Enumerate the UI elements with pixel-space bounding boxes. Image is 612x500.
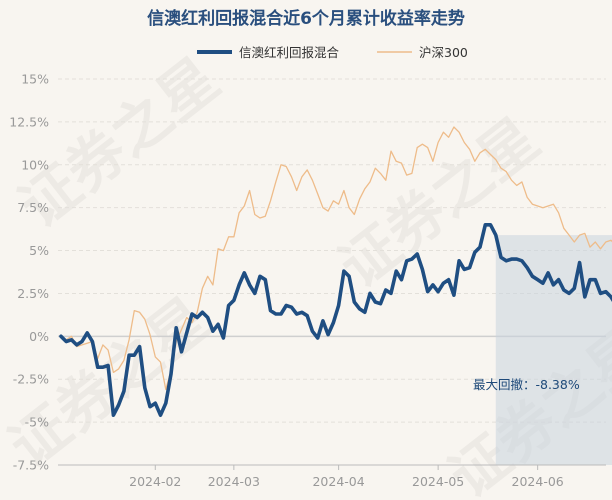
- y-tick-label: 0%: [29, 329, 49, 344]
- x-tick-label: 2024-04: [312, 474, 364, 489]
- y-tick-label: -7.5%: [13, 458, 49, 473]
- y-tick-label: 12.5%: [9, 114, 49, 129]
- x-axis: 2024-022024-032024-042024-052024-062024-…: [58, 464, 612, 489]
- drawdown-shade: [495, 235, 612, 465]
- y-tick-label: 5%: [29, 243, 49, 258]
- series-line-index: [60, 126, 612, 391]
- chart-title: 信澳红利回报混合近6个月累计收益率走势: [147, 8, 465, 29]
- series-line-fund: [59, 223, 612, 418]
- y-tick-label: 15%: [21, 72, 49, 87]
- y-tick-label: 10%: [21, 157, 49, 172]
- x-tick-label: 2024-03: [208, 474, 260, 489]
- legend: 信澳红利回报混合 沪深300: [197, 45, 468, 60]
- y-axis: -7.5% -5% -2.5% 0% 2.5% 5% 7.5% 10% 12.5% 15%: [9, 72, 49, 473]
- y-tick-label: -2.5%: [13, 372, 49, 387]
- legend-label-index: 沪深300: [419, 45, 468, 60]
- legend-label-fund: 信澳红利回报混合: [239, 45, 340, 60]
- series-lines: [59, 126, 612, 418]
- max-drawdown-label: 最大回撤：-8.38%: [473, 377, 580, 392]
- y-tick-label: 2.5%: [17, 286, 49, 301]
- y-tick-label: 7.5%: [17, 200, 49, 215]
- x-tick-label: 2024-02: [129, 474, 181, 489]
- x-tick-label: 2024-05: [412, 474, 464, 489]
- x-tick-label: 2024-06: [512, 474, 564, 489]
- max-drawdown-region: [495, 235, 612, 465]
- y-tick-label: -5%: [25, 415, 49, 430]
